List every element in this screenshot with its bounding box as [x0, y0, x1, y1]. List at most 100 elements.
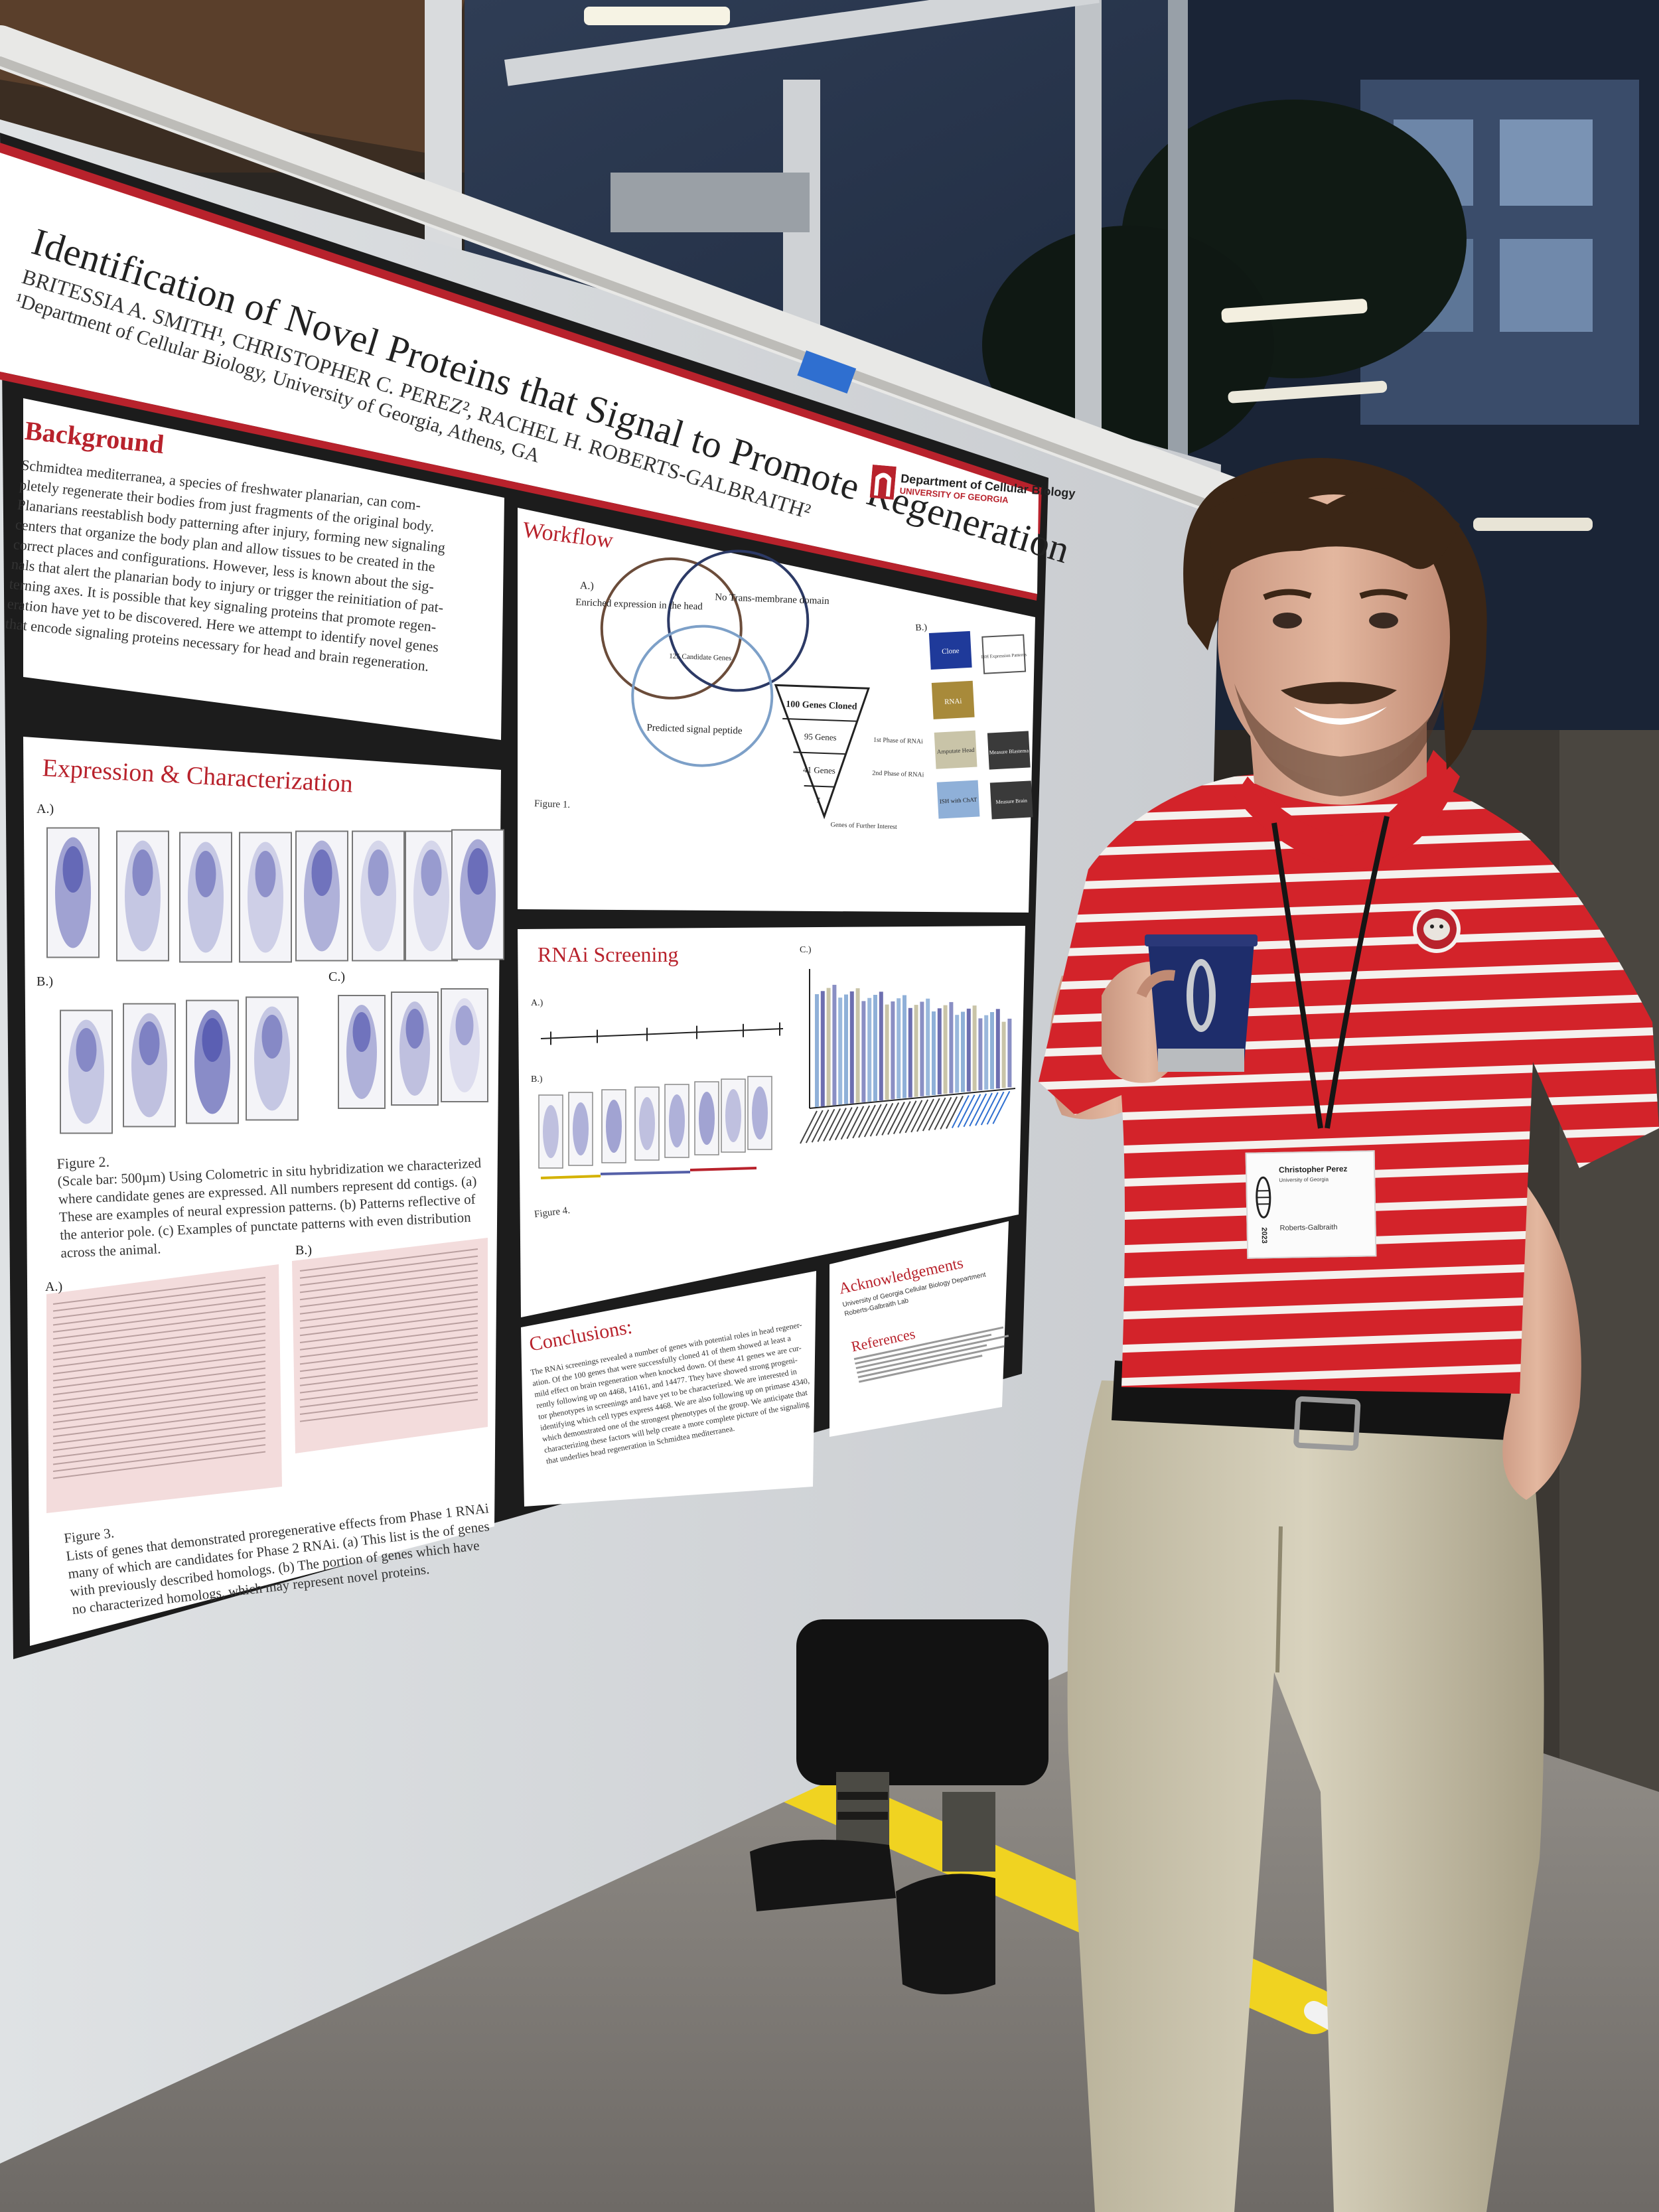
- gene-table-row: [52, 1353, 266, 1382]
- venn-circle-tm: [667, 550, 810, 692]
- gene-table-row: [299, 1392, 478, 1415]
- gene-table-row: [52, 1409, 266, 1438]
- striped-polo-shirt: [1039, 763, 1659, 1394]
- flow-blastema: [987, 731, 1031, 770]
- rnai-bar: [932, 1011, 936, 1095]
- rnai-bar: [920, 1001, 924, 1096]
- gene-table-row: [52, 1297, 266, 1326]
- badge-institution: University of Georgia: [1279, 1176, 1329, 1183]
- rnai-bar-label: [869, 1103, 888, 1137]
- venn-label: Predicted signal peptide: [646, 723, 743, 737]
- ish-worm-image: [352, 830, 405, 962]
- gene-table-row: [52, 1430, 266, 1458]
- gene-table-row: [299, 1262, 478, 1286]
- flow-label: ISH Expression Patterns: [981, 652, 1027, 660]
- rnai-bar: [978, 1018, 983, 1090]
- flow-label: ISH with ChAT: [940, 796, 977, 805]
- rnai-worm-image: [568, 1092, 593, 1166]
- gene-table-row: [52, 1451, 266, 1479]
- rnai-group-underline: [689, 1167, 757, 1171]
- gene-table-row: [299, 1284, 478, 1307]
- gene-table-row: [52, 1374, 266, 1402]
- panel-background: [23, 398, 504, 740]
- rnai-bar: [926, 998, 930, 1096]
- gene-table-row: [52, 1339, 266, 1368]
- svg-text:B.): B.): [295, 1243, 312, 1258]
- gene-table-row: [299, 1363, 478, 1386]
- badge-logo: 2023: [1247, 1153, 1281, 1258]
- funnel-label: 1st Phase of RNAi: [873, 737, 923, 746]
- rnai-bar-label: [910, 1099, 929, 1133]
- rnai-bar-label: [963, 1094, 981, 1128]
- rnai-bar-label: [881, 1102, 900, 1136]
- rnai-bar-label: [899, 1100, 917, 1134]
- rnai-bar-label: [829, 1108, 847, 1141]
- gene-table-row: [52, 1277, 266, 1305]
- gene-table-row: [52, 1423, 266, 1451]
- rnai-bar: [826, 988, 831, 1106]
- rnai-worm-image: [538, 1094, 563, 1169]
- rnai-bar: [914, 1005, 918, 1097]
- funnel-label: 2nd Phase of RNAi: [872, 770, 924, 779]
- flow-clone: [928, 630, 972, 670]
- gene-table-row: [52, 1395, 266, 1424]
- rnai-bar: [966, 1008, 971, 1092]
- gene-table-row: [299, 1349, 478, 1372]
- gene-table-row: [299, 1248, 478, 1272]
- flow-label: RNAi: [944, 698, 962, 706]
- name-badge: 2023 Christopher Perez University of Geo…: [1245, 1150, 1377, 1259]
- rnai-bar: [891, 1001, 895, 1100]
- gene-table-row: [52, 1311, 266, 1340]
- gene-table-row: [52, 1416, 266, 1444]
- ish-worm-image: [441, 988, 488, 1102]
- flow-brain: [989, 780, 1033, 820]
- rnai-bar: [855, 988, 860, 1103]
- flow-ish: [981, 634, 1027, 674]
- rnai-bar: [937, 1008, 942, 1095]
- gene-table-row: [52, 1402, 266, 1430]
- rnai-bar-label: [922, 1098, 940, 1132]
- gene-table-row: [52, 1381, 266, 1410]
- rnai-bar-label: [957, 1094, 975, 1128]
- ish-worm-image: [179, 832, 232, 963]
- gene-table-row: [299, 1334, 478, 1358]
- svg-text:B.): B.): [915, 623, 928, 633]
- rnai-bar-label: [986, 1091, 1005, 1125]
- rnai-bar: [844, 994, 848, 1104]
- venn-label: 125 Candidate Genes: [669, 652, 731, 662]
- rnai-bar-label: [969, 1093, 987, 1127]
- uga-arch-logo: [869, 465, 897, 500]
- rnai-bar-label: [951, 1095, 970, 1129]
- flow-label: Measure Blastema: [989, 747, 1029, 755]
- rnai-bar: [815, 994, 819, 1107]
- rnai-worm-image: [694, 1081, 719, 1155]
- venn-label: Enriched expression in the head: [575, 597, 703, 613]
- gene-table-row: [52, 1333, 266, 1361]
- rnai-bar: [972, 1005, 977, 1091]
- svg-text:B.): B.): [36, 974, 53, 989]
- gene-table-row: [299, 1327, 478, 1351]
- rnai-bar-label: [823, 1108, 841, 1142]
- rnai-bar-label: [817, 1108, 835, 1142]
- gene-table-row: [299, 1255, 478, 1279]
- svg-text:A.): A.): [36, 802, 54, 816]
- gene-table-row: [299, 1377, 478, 1401]
- rnai-bar: [902, 995, 906, 1098]
- rnai-bar-label: [852, 1105, 871, 1139]
- rnai-bar-label: [893, 1101, 911, 1135]
- rnai-heading: RNAi Screening: [538, 942, 679, 966]
- gene-table-row: [299, 1298, 478, 1322]
- flow-ish-chat: [936, 780, 980, 819]
- lanyard: [1271, 822, 1323, 1129]
- gene-table-row: [299, 1305, 478, 1329]
- rnai-bar: [838, 997, 843, 1105]
- rnai-bar: [879, 992, 883, 1101]
- rnai-worm-image: [721, 1078, 746, 1153]
- gene-table-row: [299, 1398, 478, 1422]
- flow-label: Measure Brain: [995, 798, 1027, 805]
- rnai-bar: [1007, 1018, 1012, 1088]
- gene-table-row: [52, 1291, 266, 1319]
- funnel-label: 7: [816, 796, 820, 805]
